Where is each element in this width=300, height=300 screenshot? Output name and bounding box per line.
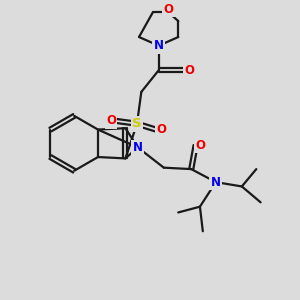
Text: O: O — [195, 139, 205, 152]
Text: N: N — [211, 176, 221, 189]
Text: O: O — [106, 114, 116, 127]
Text: N: N — [133, 141, 143, 154]
Text: O: O — [184, 64, 194, 77]
Text: O: O — [156, 123, 166, 136]
Text: O: O — [164, 3, 173, 16]
Text: N: N — [154, 39, 164, 52]
Text: S: S — [132, 117, 142, 130]
